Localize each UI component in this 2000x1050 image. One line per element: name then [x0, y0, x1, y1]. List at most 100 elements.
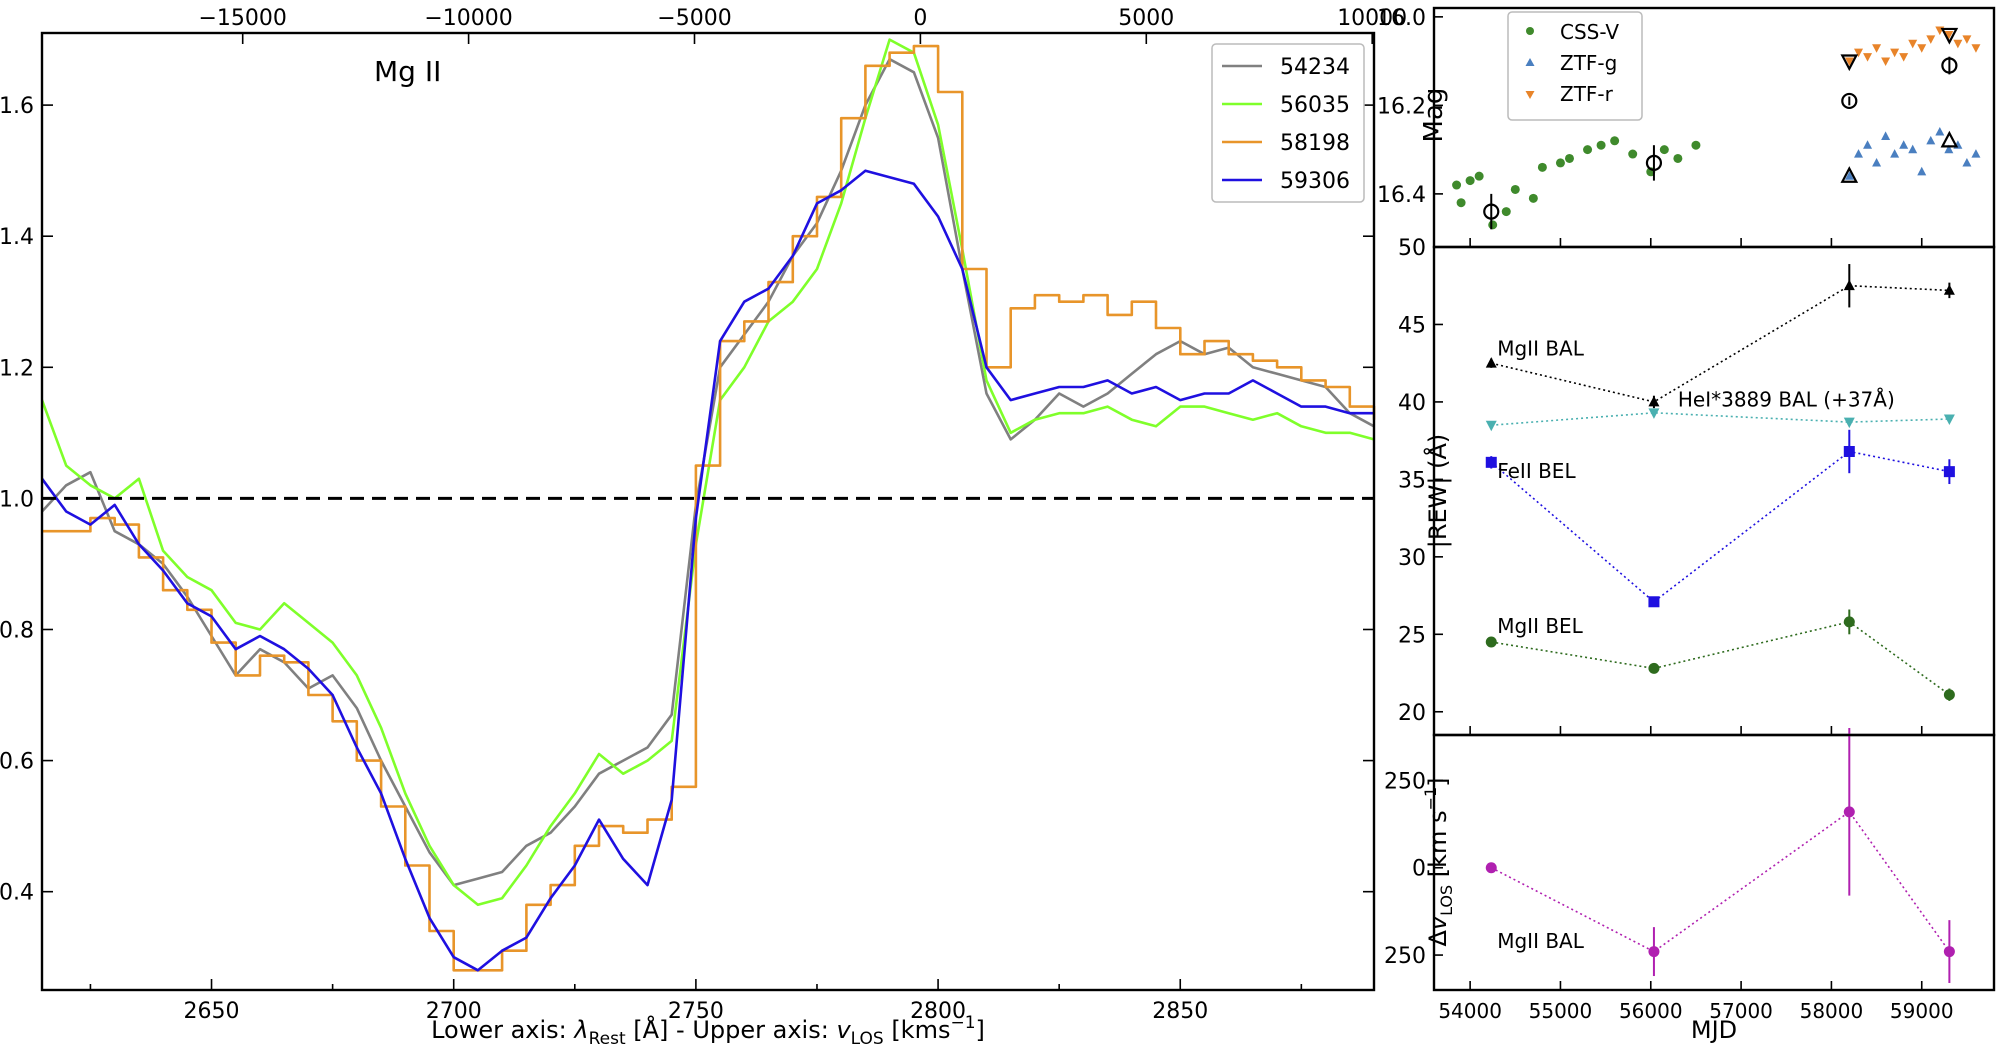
lc-point-ztf-g [1917, 166, 1927, 176]
mjd-x-tick-label: 55000 [1529, 999, 1593, 1023]
rew-y-tick-label: 30 [1398, 546, 1426, 571]
velocity-ticks: 250 0 250 54000 55000 56000 57000 58000 59000 [1384, 769, 1954, 1023]
spectrum-x-tick-label: 2700 [426, 999, 482, 1024]
rew-point-hei-3889-bal-37 [1943, 414, 1955, 426]
light-curve-points [1452, 26, 1981, 230]
rew-annotation-hei-3889-bal-37: HeI*3889 BAL (+37Å) [1678, 388, 1895, 412]
lc-point-css-v [1596, 140, 1606, 150]
lc-point-css-v [1474, 171, 1484, 181]
velocity-top-tick-label: 10000 [1337, 6, 1407, 31]
rew-point-mgii-bal [1485, 357, 1497, 368]
velocity-point [1943, 946, 1955, 958]
rew-point-hei-3889-bal-37 [1648, 408, 1660, 419]
light-curve-legend: CSS-V ZTF-g ZTF-r [1507, 11, 1643, 121]
velocity-y-tick-label: 250 [1384, 769, 1426, 794]
lc-point-css-v [1610, 136, 1620, 146]
rew-y-tick-label: 50 [1398, 236, 1426, 261]
lc-point-ztf-g [1890, 149, 1900, 158]
velocity-annotations: MgII BAL [1497, 929, 1585, 953]
lc-point-ztf-r [1971, 44, 1981, 53]
lc-point-ztf-r [1908, 39, 1918, 49]
velocity-point [1843, 806, 1855, 818]
rew-annotation-mgii-bal: MgII BAL [1497, 336, 1585, 360]
lc-point-ztf-r [1881, 57, 1891, 67]
lc-legend-marker-ztf-g [1525, 58, 1535, 66]
lc-point-css-v [1583, 145, 1593, 155]
velocity-top-tick-label: −15000 [198, 6, 286, 31]
lc-legend-marker-ztf-r [1525, 91, 1535, 99]
rew-y-tick-label: 20 [1398, 701, 1426, 726]
lc-point-ztf-g [1944, 144, 1954, 154]
rew-point-mgii-bel [1648, 662, 1660, 674]
lc-point-ztf-r [1926, 35, 1936, 44]
lc-point-css-v [1555, 158, 1565, 168]
lc-point-css-v [1673, 153, 1683, 163]
spectrum-line-56035 [40, 38, 1375, 907]
lc-point-ztf-g [1971, 149, 1981, 158]
lc-point-ztf-r [1872, 44, 1882, 53]
lc-average-marker [1645, 154, 1663, 172]
spectrum-x-tick-label: 2850 [1152, 999, 1208, 1024]
lc-legend-marker-css-v [1526, 27, 1534, 35]
lc-average-marker [1940, 130, 1959, 148]
spectrum-y-tick-label: 0.8 [0, 618, 34, 643]
lc-point-css-v [1628, 149, 1638, 159]
lc-y-tick-label: 16.4 [1377, 183, 1426, 208]
rew-series-group [1485, 264, 1955, 701]
lc-point-ztf-r [1863, 53, 1873, 62]
spectrum-line-59306 [40, 169, 1374, 972]
lc-average-marker [1840, 166, 1859, 183]
velocity-y-label: ΔvLOS [km s−1] [1421, 777, 1456, 946]
lc-point-ztf-g [1908, 144, 1918, 154]
light-curve-ticks: 16.0 16.2 16.4 [1377, 6, 1923, 247]
rew-line-feii-bel [1490, 450, 1950, 603]
rew-y-tick-label: 35 [1398, 468, 1426, 493]
lc-point-ztf-r [1962, 35, 1972, 44]
lc-legend-label-ztf-g: ZTF-g [1560, 51, 1617, 75]
light-curve-panel: 16.0 16.2 16.4 Mag CSS-V ZTF-g ZTF-r [1377, 6, 1996, 249]
rew-point-hei-3889-bal-37 [1485, 420, 1497, 432]
light-curve-y-label: Mag [1419, 88, 1449, 143]
rew-y-tick-label: 25 [1398, 623, 1426, 648]
rew-annotation-feii-bel: FeII BEL [1497, 459, 1576, 483]
spectrum-panel: 2650 2700 2750 2800 2850 0.4 0.6 0.8 1.0 1.2 1.4 1.… [0, 6, 1407, 1049]
lc-point-ztf-g [1935, 126, 1945, 136]
lc-point-ztf-r [1854, 48, 1864, 58]
lc-legend-label-css-v: CSS-V [1560, 20, 1619, 44]
spectrum-y-tick-label: 1.4 [0, 225, 34, 250]
velocity-y-tick-label: 250 [1384, 944, 1426, 969]
lc-point-css-v [1691, 140, 1701, 150]
spectrum-frame [40, 31, 1376, 992]
rew-point-hei-3889-bal-37 [1843, 417, 1855, 429]
velocity-y-tick-label: 0 [1412, 857, 1426, 882]
velocity-line [1490, 810, 1951, 953]
lc-legend-box [1507, 11, 1643, 121]
lc-point-ztf-g [1854, 149, 1864, 158]
rew-point-mgii-bel [1485, 636, 1497, 648]
lc-point-ztf-g [1881, 131, 1891, 140]
lc-point-ztf-g [1863, 140, 1873, 149]
legend-label-56035: 56035 [1280, 93, 1350, 118]
lc-point-css-v [1488, 220, 1498, 230]
lc-point-ztf-g [1872, 157, 1882, 167]
mjd-x-axis-label: MJD [1691, 1016, 1737, 1044]
velocity-top-tick-label: 0 [913, 6, 927, 31]
spectrum-x-axis-label: Lower axis: λRest [Å] - Upper axis: vLOS… [431, 1013, 985, 1049]
legend-label-59306: 59306 [1280, 169, 1350, 194]
rew-point-mgii-bal [1943, 284, 1955, 295]
lc-point-css-v [1510, 184, 1520, 194]
legend-label-58198: 58198 [1280, 131, 1350, 156]
lc-average-marker [1941, 57, 1958, 74]
spectrum-y-tick-label: 0.4 [0, 881, 34, 906]
rew-point-feii-bel [1843, 445, 1855, 457]
lc-point-ztf-g [1844, 171, 1854, 180]
lc-point-css-v [1564, 153, 1574, 163]
lc-point-ztf-r [1953, 39, 1963, 49]
velocity-top-tick-label: −10000 [424, 6, 512, 31]
mjd-x-tick-label: 58000 [1800, 999, 1864, 1023]
lc-y-tick-label: 16.0 [1377, 6, 1426, 31]
mjd-x-tick-label: 57000 [1709, 999, 1773, 1023]
lc-point-ztf-r [1917, 44, 1927, 53]
